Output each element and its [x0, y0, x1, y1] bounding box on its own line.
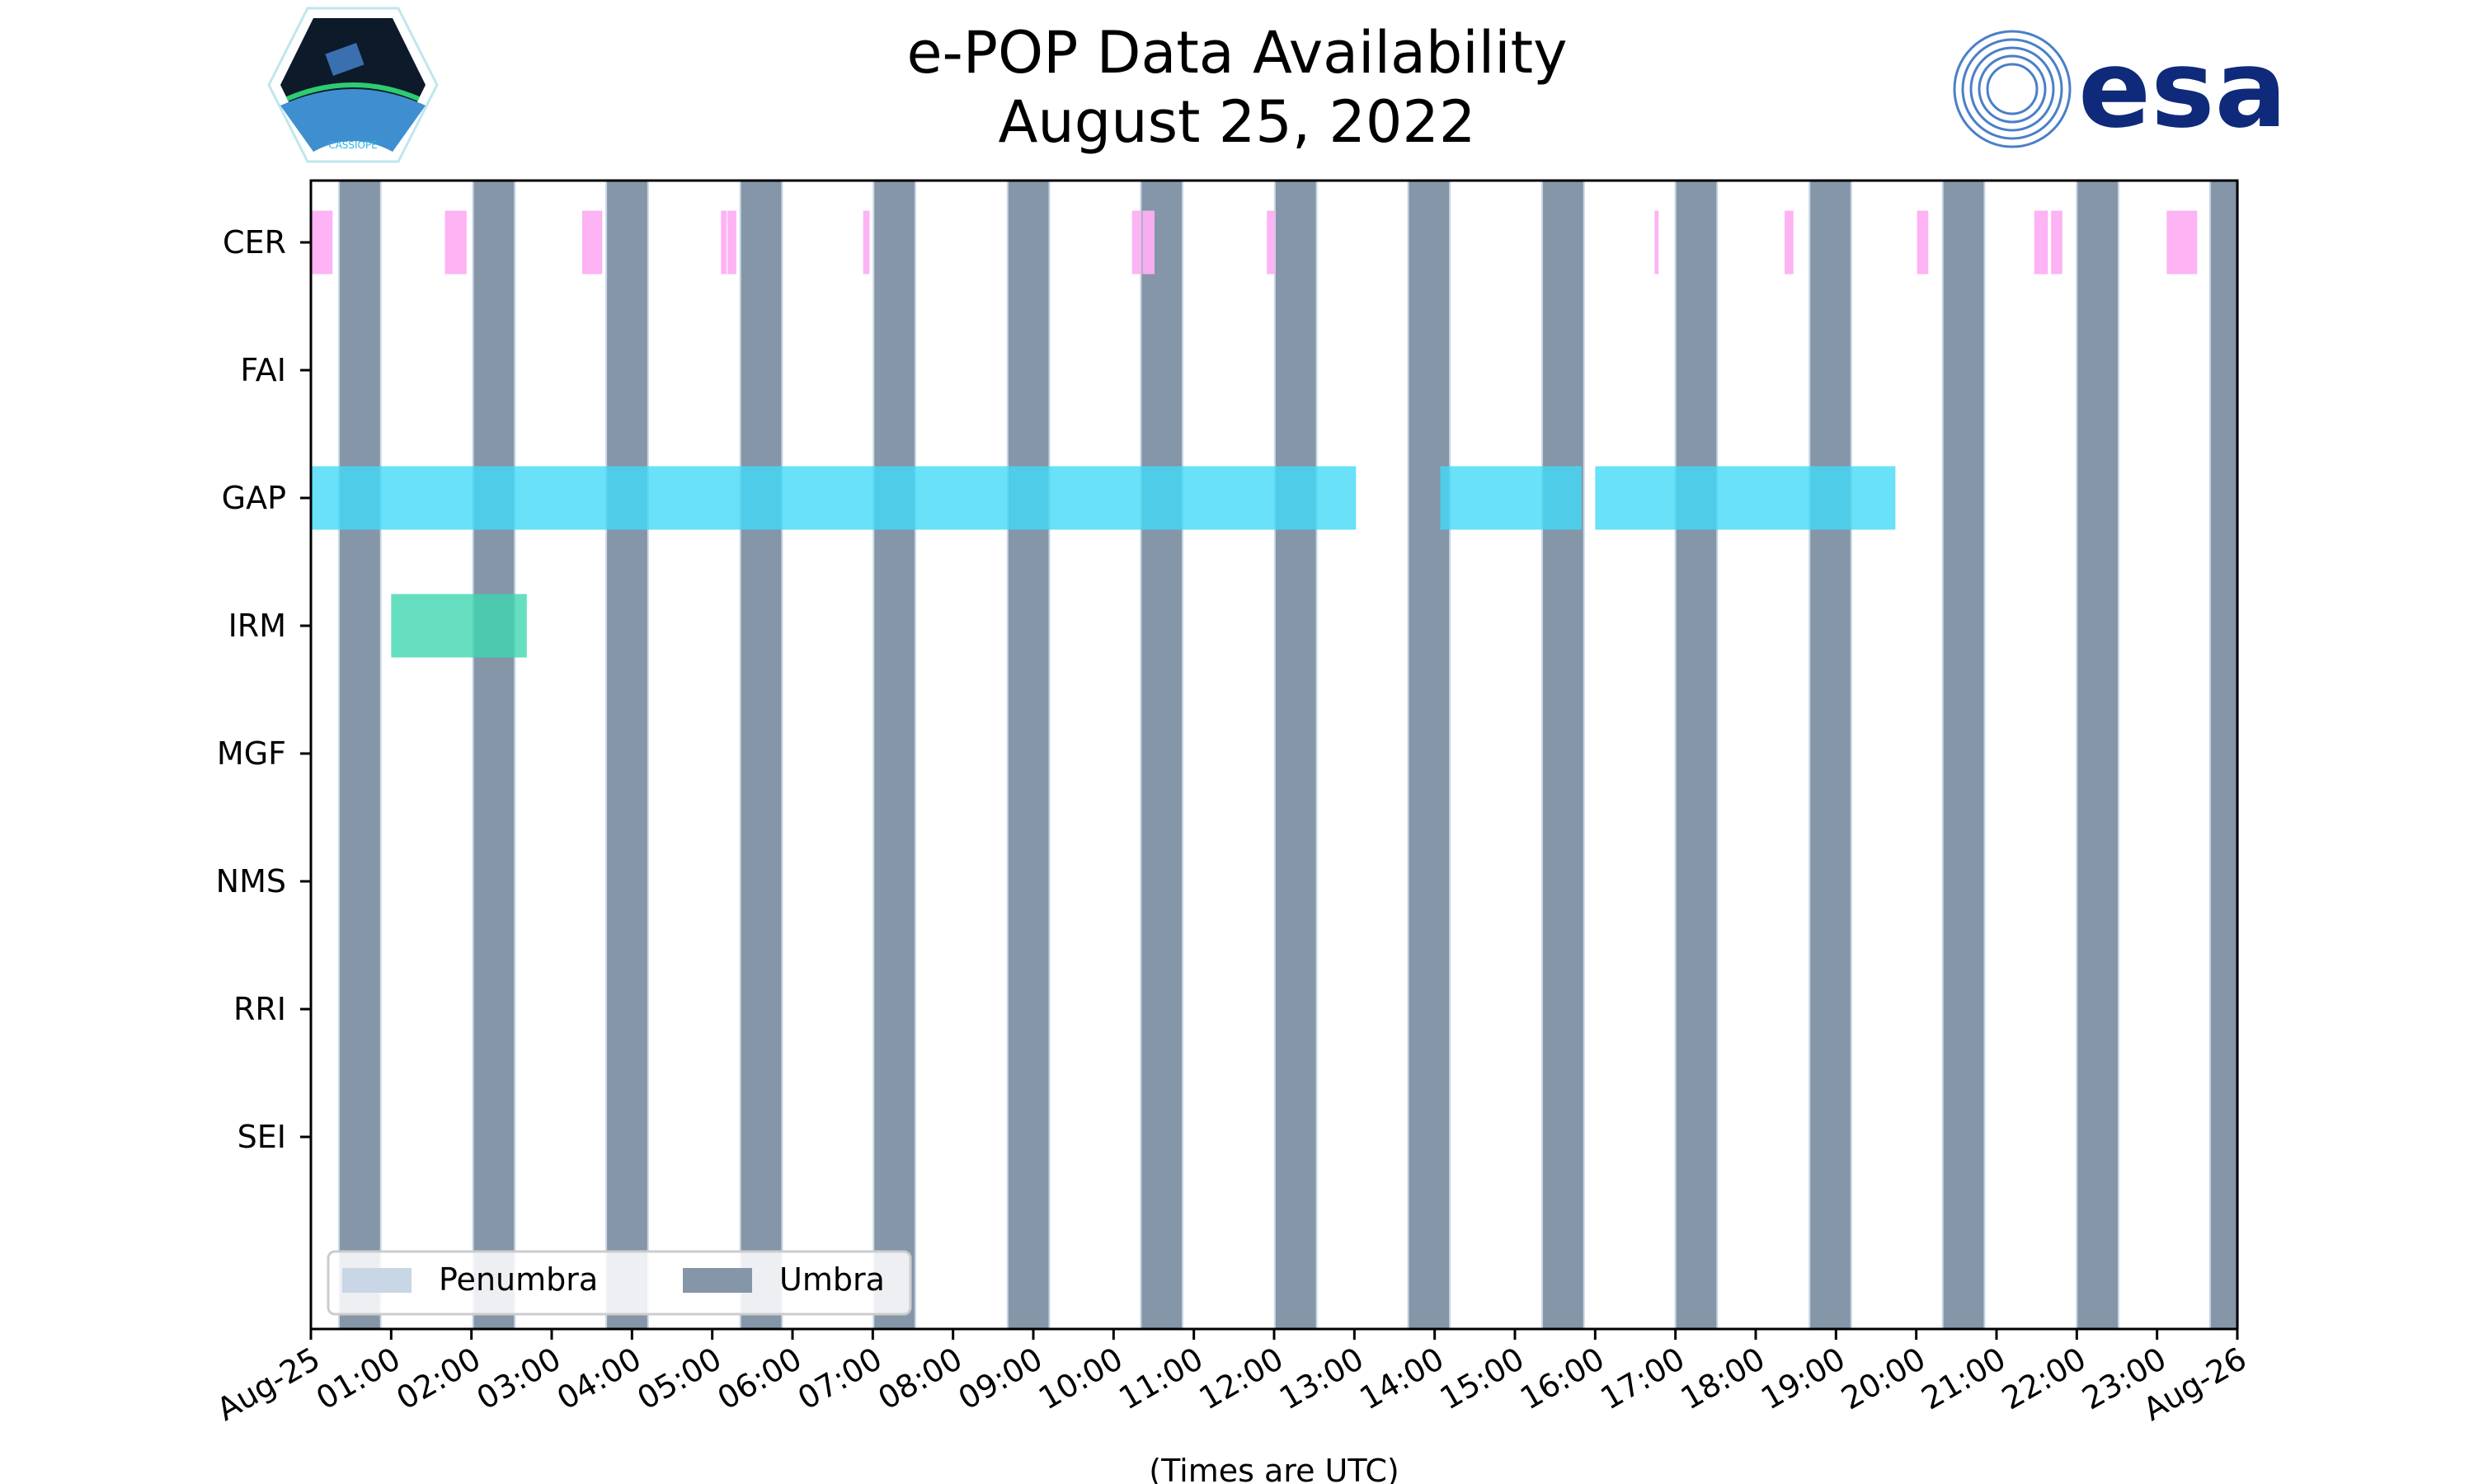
x-tick-label: 22:00 [1996, 1341, 2092, 1417]
availability-bar-cer [444, 210, 467, 275]
x-tick-label: 07:00 [792, 1341, 888, 1417]
availability-bar-irm [391, 594, 527, 658]
umbra-band [607, 181, 647, 1329]
x-tick-label: 04:00 [551, 1341, 647, 1417]
umbra-band [1676, 181, 1717, 1329]
umbra-band [1543, 181, 1583, 1329]
umbra-band [1943, 181, 1984, 1329]
availability-bar-cer [581, 210, 603, 275]
x-tick-label: 06:00 [712, 1341, 808, 1417]
umbra-band [473, 181, 515, 1329]
availability-bar-cer [1142, 210, 1155, 275]
availability-bar-cer [727, 210, 736, 275]
y-tick-label-irm: IRM [228, 608, 286, 644]
x-tick-label: 03:00 [471, 1341, 567, 1417]
availability-bar-cer [2166, 210, 2198, 275]
cassiope-logo-icon: CASSIOPE [267, 7, 439, 163]
x-tick-label: 20:00 [1835, 1341, 1931, 1417]
legend: Penumbra Umbra [327, 1250, 912, 1316]
availability-bar-cer [2034, 210, 2048, 275]
y-tick-label-cer: CER [223, 224, 286, 261]
umbra-band [1141, 181, 1183, 1329]
y-tick-label-mgf: MGF [217, 735, 286, 772]
x-tick-label: 08:00 [872, 1341, 968, 1417]
availability-bar-cer [1917, 210, 1929, 275]
title-line-1: e-POP Data Availability [906, 19, 1568, 87]
legend-umbra-label: Umbra [779, 1261, 885, 1298]
x-tick-label: 13:00 [1273, 1341, 1370, 1417]
availability-bar-cer [1267, 210, 1275, 275]
x-tick-label: 18:00 [1675, 1341, 1771, 1417]
x-tick-label: 21:00 [1916, 1341, 2012, 1417]
x-tick-label: 01:00 [310, 1341, 407, 1417]
y-tick-label-rri: RRI [233, 991, 286, 1027]
availability-bar-cer [2051, 210, 2062, 275]
y-tick-label-nms: NMS [216, 863, 286, 899]
umbra-band [874, 181, 915, 1329]
x-tick-label: 17:00 [1594, 1341, 1691, 1417]
x-tick-label: 12:00 [1193, 1341, 1290, 1417]
y-tick-label-fai: FAI [240, 352, 286, 388]
availability-bar-cer [1654, 210, 1659, 275]
x-tick-label: 15:00 [1434, 1341, 1531, 1417]
y-tick-label-gap: GAP [222, 480, 286, 516]
y-tick-label-sei: SEI [238, 1119, 286, 1155]
title-line-2: August 25, 2022 [998, 88, 1476, 156]
umbra-band [340, 181, 380, 1329]
legend-umbra-swatch [683, 1268, 752, 1293]
umbra-band [2210, 181, 2237, 1329]
x-tick-label: Aug-25 [210, 1341, 326, 1428]
x-tick-label: 16:00 [1514, 1341, 1611, 1417]
legend-penumbra-label: Penumbra [439, 1261, 598, 1298]
umbra-band [2077, 181, 2118, 1329]
availability-bar-cer [863, 210, 870, 275]
availability-bar-cer [311, 210, 333, 275]
availability-bar-cer [721, 210, 727, 275]
cassiope-text: CASSIOPE [328, 139, 378, 151]
umbra-band [1810, 181, 1851, 1329]
x-tick-label: 09:00 [952, 1341, 1049, 1417]
availability-bar-gap [1440, 466, 1582, 530]
umbra-band [1409, 181, 1450, 1329]
esa-text: esa [2078, 26, 2287, 152]
umbra-band [741, 181, 782, 1329]
legend-penumbra-swatch [342, 1268, 412, 1293]
x-tick-label: 11:00 [1112, 1341, 1209, 1417]
availability-bar-gap [1595, 466, 1896, 530]
x-tick-label: 14:00 [1353, 1341, 1450, 1417]
availability-bar-cer [1131, 210, 1141, 275]
x-tick-label: 02:00 [390, 1341, 487, 1417]
x-tick-label: 10:00 [1032, 1341, 1129, 1417]
availability-bar-gap [311, 466, 1357, 530]
umbra-band [1275, 181, 1316, 1329]
x-axis-label: (Times are UTC) [1149, 1453, 1399, 1484]
availability-bar-cer [1785, 210, 1794, 275]
x-tick-label: 19:00 [1755, 1341, 1851, 1417]
umbra-band [1008, 181, 1049, 1329]
chart-title: e-POP Data Availability August 25, 2022 [0, 18, 2474, 157]
x-tick-label: 05:00 [631, 1341, 727, 1417]
esa-logo-icon: esa [1953, 26, 2287, 152]
